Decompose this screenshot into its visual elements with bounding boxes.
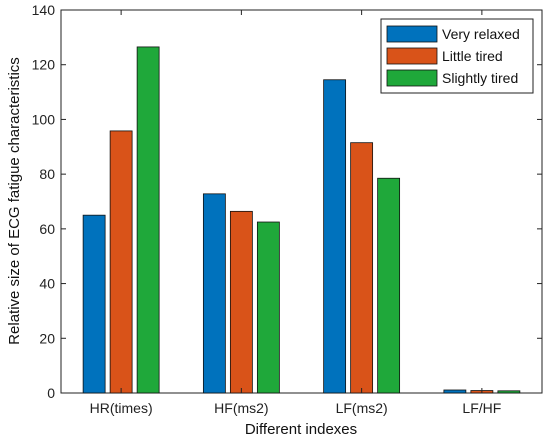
legend-label: Very relaxed bbox=[442, 26, 520, 42]
bar-slightly-tired bbox=[377, 177, 401, 394]
legend-swatch bbox=[386, 69, 438, 87]
x-axis-ticks: HR(times) HF(ms2) LF(ms2) LF/HF bbox=[90, 10, 501, 416]
legend-swatch bbox=[386, 47, 438, 65]
y-tick-label: 0 bbox=[47, 385, 55, 401]
bar-very-relaxed bbox=[82, 214, 106, 394]
y-tick-label: 40 bbox=[39, 276, 55, 292]
bar-very-relaxed bbox=[323, 79, 347, 394]
bar-little-tired bbox=[350, 142, 374, 394]
x-tick-label: LF/HF bbox=[462, 400, 501, 416]
bar-little-tired bbox=[109, 130, 133, 394]
bar-very-relaxed bbox=[202, 193, 226, 394]
bar-little-tired bbox=[229, 210, 253, 394]
y-tick-label: 100 bbox=[32, 111, 56, 127]
legend-label: Little tired bbox=[442, 48, 503, 64]
x-tick-label: LF(ms2) bbox=[336, 400, 388, 416]
bar-slightly-tired bbox=[497, 390, 521, 394]
bars-group bbox=[82, 46, 521, 394]
legend-label: Slightly tired bbox=[442, 70, 518, 86]
legend-swatch bbox=[386, 25, 438, 43]
y-tick-label: 60 bbox=[39, 221, 55, 237]
y-axis-title: Relative size of ECG fatigue characteris… bbox=[6, 57, 23, 345]
y-axis-ticks: 0 20 40 60 80 100 120 140 bbox=[32, 2, 542, 401]
bar-slightly-tired bbox=[256, 221, 280, 394]
x-tick-label: HF(ms2) bbox=[214, 400, 268, 416]
y-tick-label: 80 bbox=[39, 166, 55, 182]
bar-very-relaxed bbox=[443, 389, 467, 394]
bar-slightly-tired bbox=[136, 46, 160, 394]
x-tick-label: HR(times) bbox=[90, 400, 153, 416]
y-tick-label: 120 bbox=[32, 57, 56, 73]
y-tick-label: 20 bbox=[39, 330, 55, 346]
x-axis-title: Different indexes bbox=[245, 421, 357, 438]
y-tick-label: 140 bbox=[32, 2, 56, 18]
legend: Very relaxed Little tired Slightly tired bbox=[380, 18, 534, 94]
